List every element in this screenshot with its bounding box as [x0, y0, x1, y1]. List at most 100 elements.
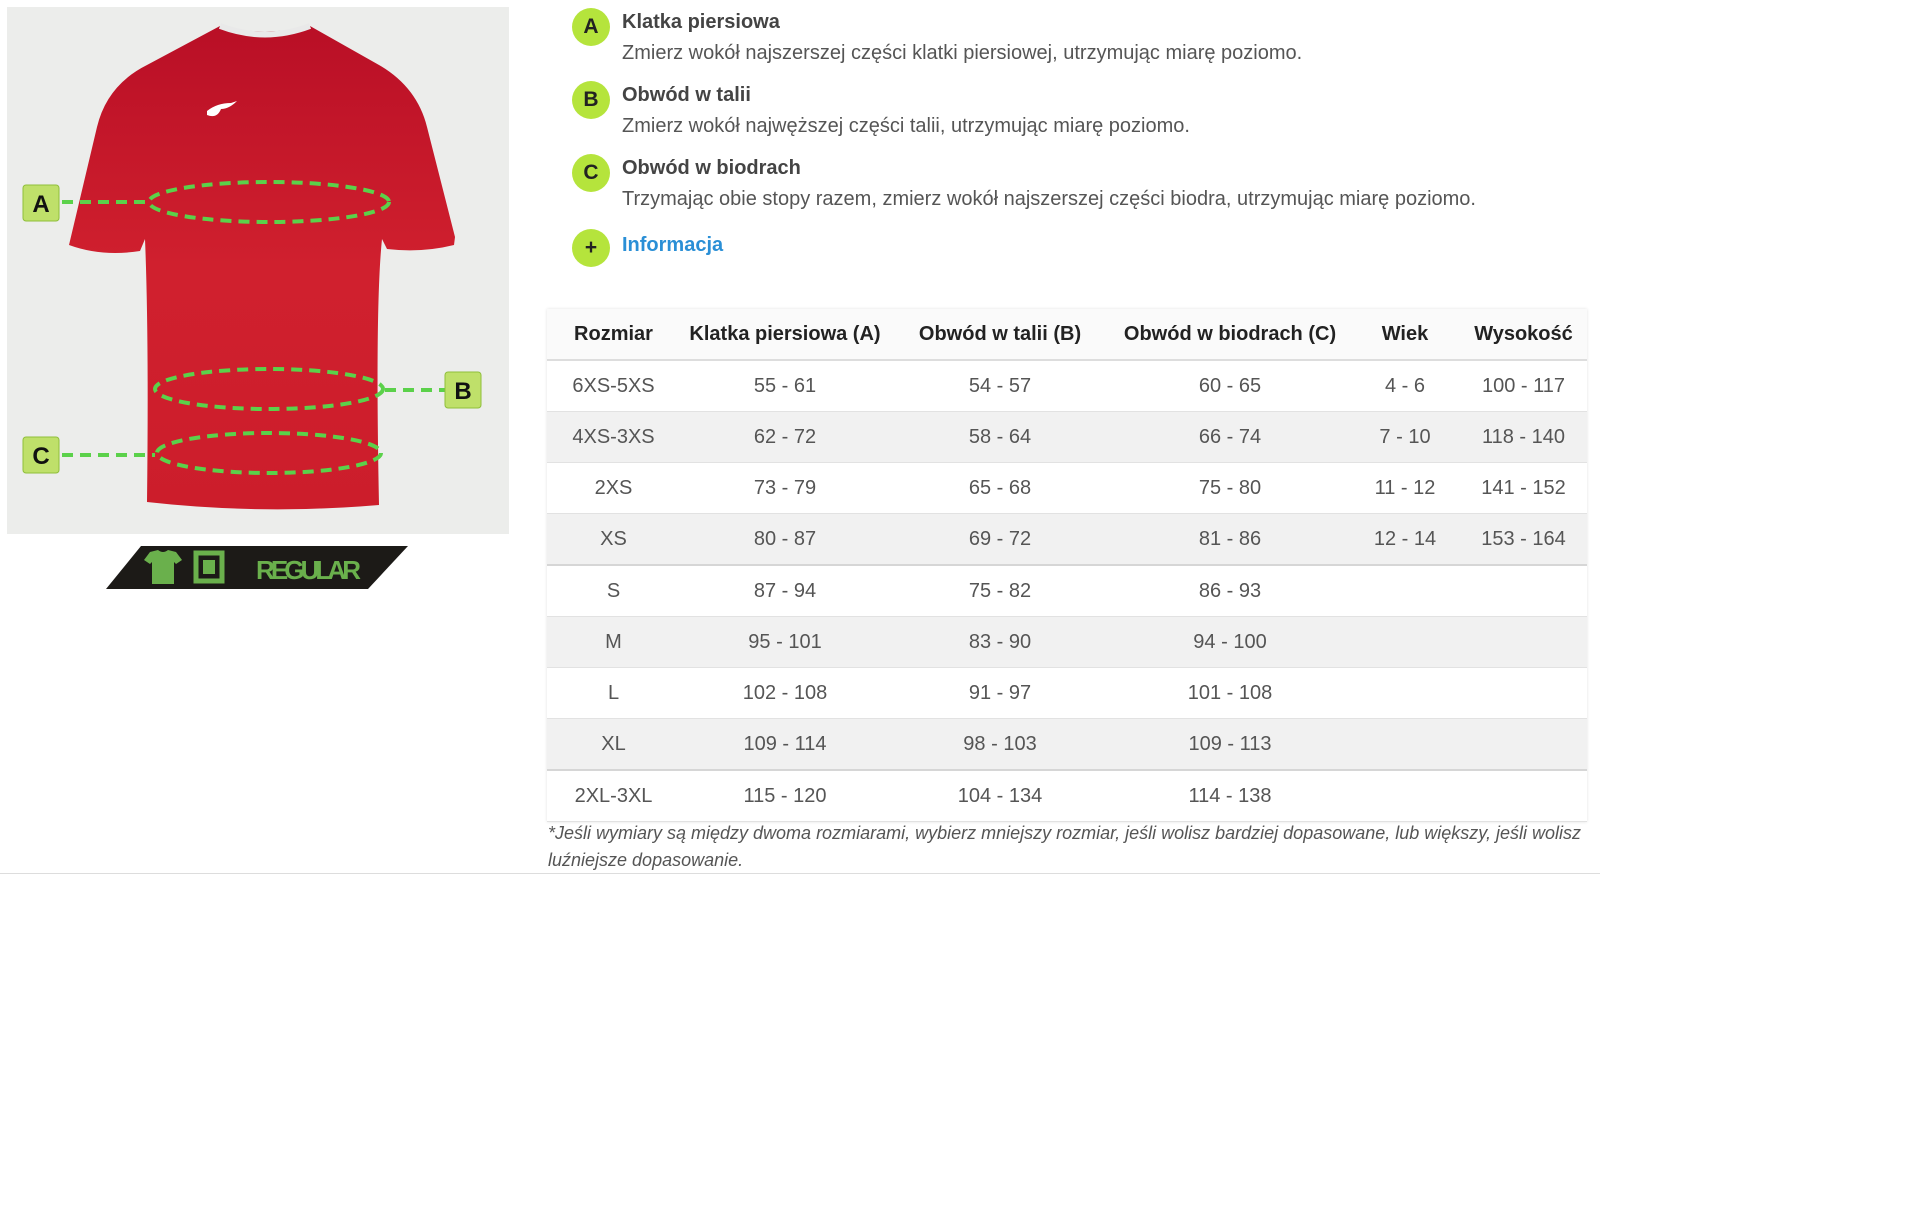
table-cell: 80 - 87 — [680, 513, 890, 566]
table-cell: 114 - 138 — [1110, 770, 1350, 822]
table-cell — [1460, 718, 1587, 771]
size-table: Rozmiar Klatka piersiowa (A) Obwód w talii… — [547, 309, 1587, 822]
table-cell: 87 - 94 — [680, 565, 890, 617]
table-cell — [1460, 565, 1587, 617]
table-row: M 95 - 101 83 - 90 94 - 100 — [547, 616, 1587, 668]
table-row: 2XS 73 - 79 65 - 68 75 - 80 11 - 12 141 - 152 — [547, 462, 1587, 514]
column-header: Obwód w biodrach (C) — [1110, 309, 1350, 361]
table-cell: 83 - 90 — [890, 616, 1110, 668]
table-row: L 102 - 108 91 - 97 101 - 108 — [547, 667, 1587, 719]
table-cell: 6XS-5XS — [547, 360, 680, 412]
table-cell: 104 - 134 — [890, 770, 1110, 822]
table-cell — [1460, 770, 1587, 822]
letter-a-icon: A — [572, 8, 610, 46]
table-cell: 109 - 114 — [680, 718, 890, 771]
measure-title: Obwód w biodrach — [622, 157, 801, 179]
table-row: S 87 - 94 75 - 82 86 - 93 — [547, 565, 1587, 617]
column-header: Klatka piersiowa (A) — [680, 309, 890, 361]
table-cell: 101 - 108 — [1110, 667, 1350, 719]
divider — [0, 873, 1600, 874]
label-a: A — [32, 191, 49, 218]
measure-title: Klatka piersiowa — [622, 11, 780, 33]
table-cell — [1350, 770, 1460, 822]
shirt-measurement-diagram: A B C — [7, 7, 509, 534]
letter-c-icon: C — [572, 154, 610, 192]
measure-desc: Trzymając obie stopy razem, zmierz wokół… — [622, 188, 1476, 210]
waist-line-b — [153, 367, 385, 411]
table-cell: 69 - 72 — [890, 513, 1110, 566]
table-cell: 62 - 72 — [680, 411, 890, 463]
table-cell: XL — [547, 718, 680, 771]
label-b: B — [454, 378, 471, 405]
table-cell: 54 - 57 — [890, 360, 1110, 412]
table-cell: XS — [547, 513, 680, 566]
table-cell: 91 - 97 — [890, 667, 1110, 719]
letter-b-icon: B — [572, 81, 610, 119]
chest-line-a — [147, 180, 391, 224]
label-c: C — [32, 443, 49, 470]
table-cell — [1350, 667, 1460, 719]
table-row: XL 109 - 114 98 - 103 109 - 113 — [547, 718, 1587, 771]
table-cell: 2XL-3XL — [547, 770, 680, 822]
table-cell: L — [547, 667, 680, 719]
footnote: *Jeśli wymiary są między dwoma rozmiaram… — [548, 823, 1581, 870]
fit-label: REGULAR — [256, 555, 361, 585]
measure-desc: Zmierz wokół najszerszej części klatki p… — [622, 42, 1303, 64]
table-cell: 2XS — [547, 462, 680, 514]
table-cell: 75 - 82 — [890, 565, 1110, 617]
table-cell: 81 - 86 — [1110, 513, 1350, 566]
column-header: Wiek — [1350, 309, 1460, 361]
tshirt-icon — [144, 550, 182, 584]
table-cell: 102 - 108 — [680, 667, 890, 719]
table-cell: 75 - 80 — [1110, 462, 1350, 514]
table-row: 2XL-3XL 115 - 120 104 - 134 114 - 138 — [547, 770, 1587, 822]
table-cell: 65 - 68 — [890, 462, 1110, 514]
table-cell: 109 - 113 — [1110, 718, 1350, 771]
table-cell: 95 - 101 — [680, 616, 890, 668]
measure-item-b: B Obwód w talii Zmierz wokół najwęższej … — [572, 81, 1572, 154]
measure-title: Obwód w talii — [622, 84, 751, 106]
column-header: Rozmiar — [547, 309, 680, 361]
table-cell — [1460, 616, 1587, 668]
table-cell: 100 - 117 — [1460, 360, 1587, 412]
table-cell: 115 - 120 — [680, 770, 890, 822]
table-cell: 66 - 74 — [1110, 411, 1350, 463]
table-cell: 4XS-3XS — [547, 411, 680, 463]
table-row: XS 80 - 87 69 - 72 81 - 86 12 - 14 153 - 164 — [547, 513, 1587, 566]
measure-desc: Zmierz wokół najwęższej części talii, ut… — [622, 115, 1190, 137]
table-cell: 55 - 61 — [680, 360, 890, 412]
table-header-row: Rozmiar Klatka piersiowa (A) Obwód w talii… — [547, 309, 1587, 361]
info-toggle[interactable]: + Informacja — [572, 227, 1572, 300]
table-cell: 94 - 100 — [1110, 616, 1350, 668]
square-fit-icon — [193, 550, 225, 584]
table-cell: 12 - 14 — [1350, 513, 1460, 566]
fit-badge: REGULAR — [106, 546, 408, 589]
table-cell: 73 - 79 — [680, 462, 890, 514]
table-cell — [1460, 667, 1587, 719]
table-row: 4XS-3XS 62 - 72 58 - 64 66 - 74 7 - 10 118 - … — [547, 411, 1587, 463]
brand-logo — [207, 101, 237, 117]
table-cell: M — [547, 616, 680, 668]
table-cell: 7 - 10 — [1350, 411, 1460, 463]
table-cell: 4 - 6 — [1350, 360, 1460, 412]
table-cell: 60 - 65 — [1110, 360, 1350, 412]
table-cell — [1350, 565, 1460, 617]
table-cell — [1350, 718, 1460, 771]
measure-item-a: A Klatka piersiowa Zmierz wokół najszers… — [572, 8, 1572, 81]
hip-line-c — [155, 431, 383, 475]
measurement-instructions: A Klatka piersiowa Zmierz wokół najszers… — [572, 8, 1572, 300]
table-cell: 98 - 103 — [890, 718, 1110, 771]
table-cell: 141 - 152 — [1460, 462, 1587, 514]
table-cell: 86 - 93 — [1110, 565, 1350, 617]
table-cell — [1350, 616, 1460, 668]
table-cell: 58 - 64 — [890, 411, 1110, 463]
column-header: Obwód w talii (B) — [890, 309, 1110, 361]
table-cell: S — [547, 565, 680, 617]
table-cell: 118 - 140 — [1460, 411, 1587, 463]
table-cell: 11 - 12 — [1350, 462, 1460, 514]
column-header: Wysokość — [1460, 309, 1587, 361]
info-link[interactable]: Informacja — [622, 234, 724, 256]
tshirt-shape — [69, 26, 455, 510]
plus-icon[interactable]: + — [572, 229, 610, 267]
table-cell: 153 - 164 — [1460, 513, 1587, 566]
